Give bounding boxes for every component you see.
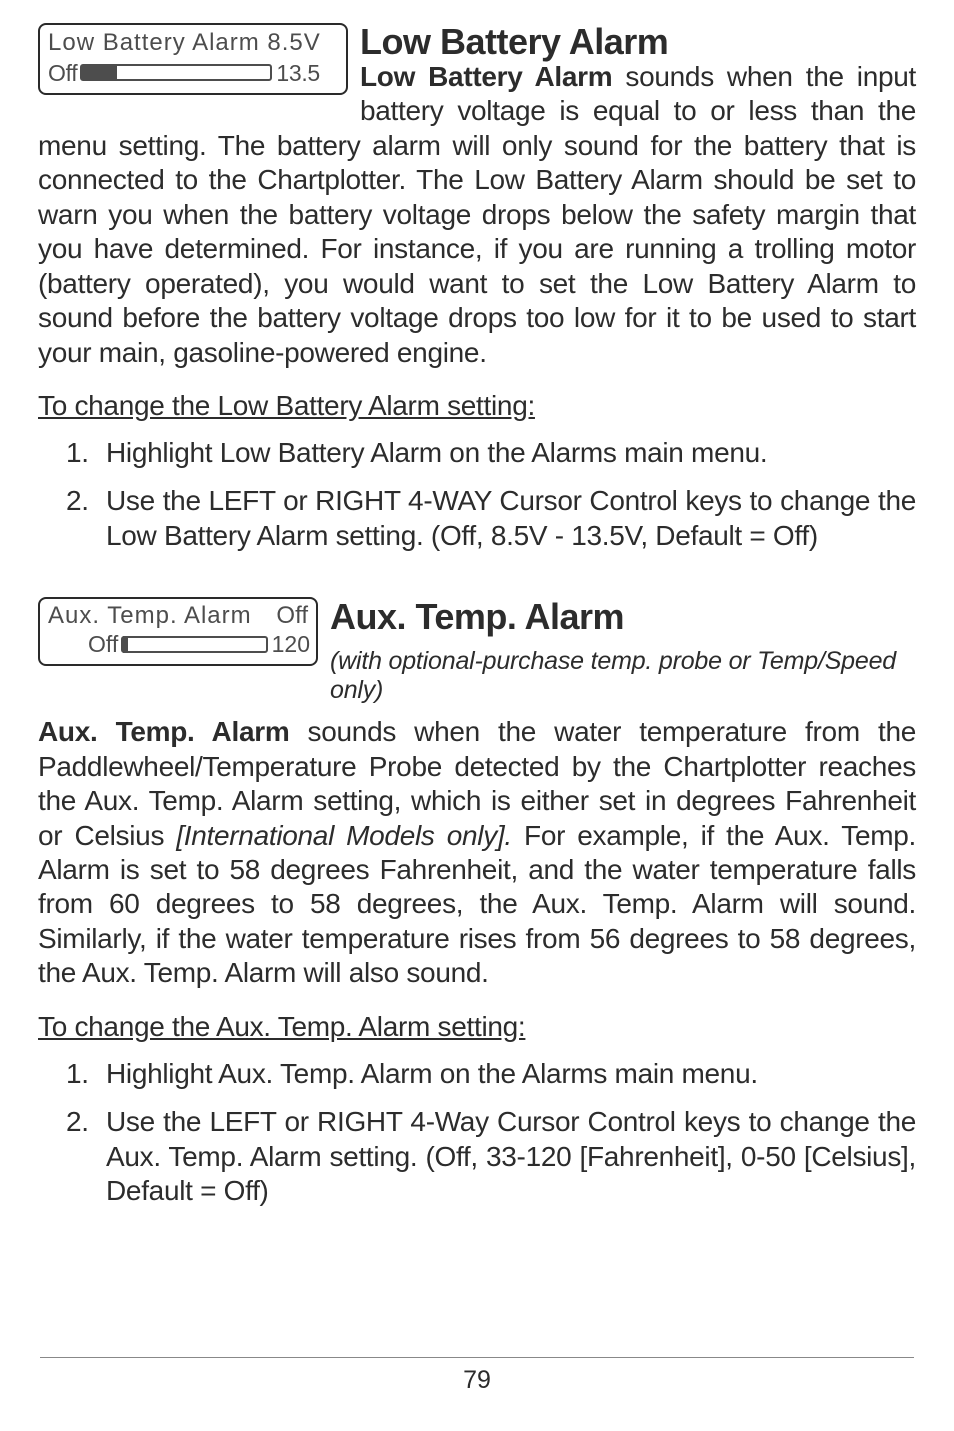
section2-lead-bold: Aux. Temp. Alarm xyxy=(38,716,289,747)
widget-end-label: 13.5 xyxy=(276,59,320,87)
list-item: 1. Highlight Aux. Temp. Alarm on the Ala… xyxy=(38,1057,916,1091)
widget-slider-row: Off 120 xyxy=(44,631,314,658)
section2-title: Aux. Temp. Alarm xyxy=(330,597,916,635)
section1-body: Low Battery Alarm 8.5V Off 13.5 Low Batt… xyxy=(38,18,916,370)
aux-temp-widget: Aux. Temp. Alarm Off Off 120 xyxy=(38,597,318,666)
widget-value-right: Off xyxy=(276,602,314,631)
low-battery-widget: Low Battery Alarm 8.5V Off 13.5 xyxy=(38,23,348,95)
widget-track[interactable] xyxy=(121,636,267,653)
page-number: 79 xyxy=(463,1366,491,1394)
section2-header-block: Aux. Temp. Alarm Off Off 120 Aux. Temp. … xyxy=(38,597,916,705)
section1-lead-bold: Low Battery Alarm xyxy=(360,61,612,92)
section2-sub-italic: (with optional-purchase temp. probe or T… xyxy=(330,635,916,705)
step-number: 1. xyxy=(66,1057,106,1091)
section2-subhead: To change the Aux. Temp. Alarm setting: xyxy=(38,1011,916,1043)
slider-thumb[interactable] xyxy=(123,636,128,653)
list-item: 2. Use the LEFT or RIGHT 4-WAY Cursor Co… xyxy=(38,484,916,553)
step-text: Highlight Low Battery Alarm on the Alarm… xyxy=(106,436,916,470)
section2-ital: [International Models only]. xyxy=(176,820,512,851)
step-number: 2. xyxy=(66,1105,106,1208)
list-item: 2. Use the LEFT or RIGHT 4-Way Cursor Co… xyxy=(38,1105,916,1208)
section1-steps: 1. Highlight Low Battery Alarm on the Al… xyxy=(38,436,916,553)
widget-end-label: 120 xyxy=(272,631,310,658)
step-number: 2. xyxy=(66,484,106,553)
list-item: 1. Highlight Low Battery Alarm on the Al… xyxy=(38,436,916,470)
widget-off-label: Off xyxy=(48,59,77,87)
slider-fill xyxy=(82,66,112,79)
section1-subhead: To change the Low Battery Alarm setting: xyxy=(38,390,916,422)
section1-lead-rest: sounds when the input battery voltage is… xyxy=(38,61,916,368)
step-text: Use the LEFT or RIGHT 4-WAY Cursor Contr… xyxy=(106,484,916,553)
widget-slider-row: Off 13.5 xyxy=(44,59,344,87)
section1-header-row: Low Battery Alarm 8.5V Off 13.5 xyxy=(38,18,348,95)
section1-title: Low Battery Alarm xyxy=(360,18,668,60)
section-aux-temp: Aux. Temp. Alarm Off Off 120 Aux. Temp. … xyxy=(38,597,916,1208)
widget-title: Low Battery Alarm 8.5V xyxy=(44,28,344,59)
step-text: Highlight Aux. Temp. Alarm on the Alarms… xyxy=(106,1057,916,1091)
section2-steps: 1. Highlight Aux. Temp. Alarm on the Ala… xyxy=(38,1057,916,1209)
section-low-battery: Low Battery Alarm 8.5V Off 13.5 Low Batt… xyxy=(38,18,916,553)
page-footer: 79 xyxy=(40,1357,914,1395)
widget-off-label: Off xyxy=(88,631,118,658)
widget-track[interactable] xyxy=(80,64,272,81)
step-number: 1. xyxy=(66,436,106,470)
step-text: Use the LEFT or RIGHT 4-Way Cursor Contr… xyxy=(106,1105,916,1208)
section2-body: Aux. Temp. Alarm sounds when the water t… xyxy=(38,715,916,991)
widget-title: Aux. Temp. Alarm xyxy=(44,602,256,631)
slider-thumb[interactable] xyxy=(112,64,117,81)
